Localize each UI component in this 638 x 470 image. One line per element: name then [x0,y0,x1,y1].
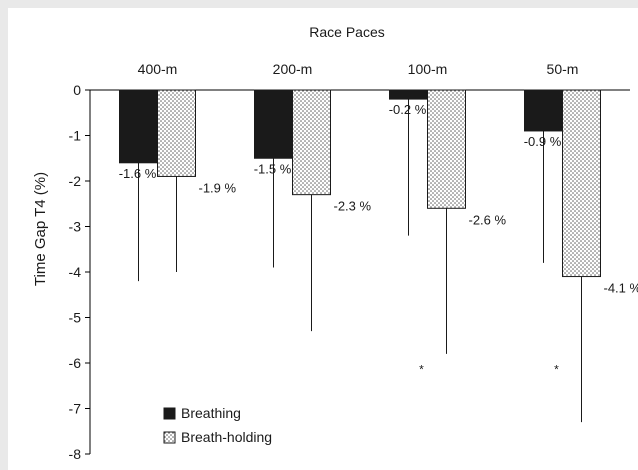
y-tick-label: -5 [69,310,82,326]
plot-layer: 0 -1 -2 -3 -4 -5 -6 -7 -8 400-m 200-m 100-m 50-m -1.6… [69,61,638,462]
chart-panel: Race Paces Time Gap T4 (%) 0 -1 -2 -3 -4 -5 -6… [8,8,638,470]
significance-marker: * [554,363,559,377]
y-tick-label: -7 [69,401,82,417]
y-axis-label: Time Gap T4 (%) [32,172,49,286]
x-tick-label: 200-m [273,61,313,77]
legend-swatch-breathing [164,408,175,419]
data-label-breathing: -0.2 % [389,102,427,117]
bar-breath-holding [293,90,331,195]
data-label-breathing: -1.6 % [119,166,157,181]
legend-swatch-breath-holding [164,432,175,443]
data-label-breathing: -1.5 % [254,161,292,176]
data-label-breath-holding: -2.3 % [334,199,372,214]
data-label-breath-holding: -2.6 % [469,212,507,227]
data-label-breath-holding: -4.1 % [604,281,638,296]
bar-breath-holding [428,90,466,208]
bar-breathing [255,90,293,158]
data-label-breathing: -0.9 % [524,134,562,149]
x-tick-label: 50-m [547,61,579,77]
y-tick-label: -3 [69,219,82,235]
x-tick-label: 100-m [408,61,448,77]
bar-breath-holding [158,90,196,176]
bar-breathing [390,90,428,99]
legend-label-breathing: Breathing [181,405,241,421]
y-tick-label: -2 [69,173,82,189]
bar-breathing [120,90,158,163]
significance-marker: * [419,363,424,377]
bar-breath-holding [563,90,601,277]
data-label-breath-holding: -1.9 % [199,180,237,195]
y-tick-label: 0 [73,82,81,98]
y-tick-label: -4 [69,264,82,280]
chart-title: Race Paces [309,24,384,40]
bar-chart: Race Paces Time Gap T4 (%) 0 -1 -2 -3 -4 -5 -6… [8,8,638,470]
legend-label-breath-holding: Breath-holding [181,429,272,445]
y-tick-label: -6 [69,355,82,371]
y-tick-label: -8 [69,446,82,462]
x-tick-label: 400-m [138,61,178,77]
y-tick-label: -1 [69,128,82,144]
bar-breathing [525,90,563,131]
